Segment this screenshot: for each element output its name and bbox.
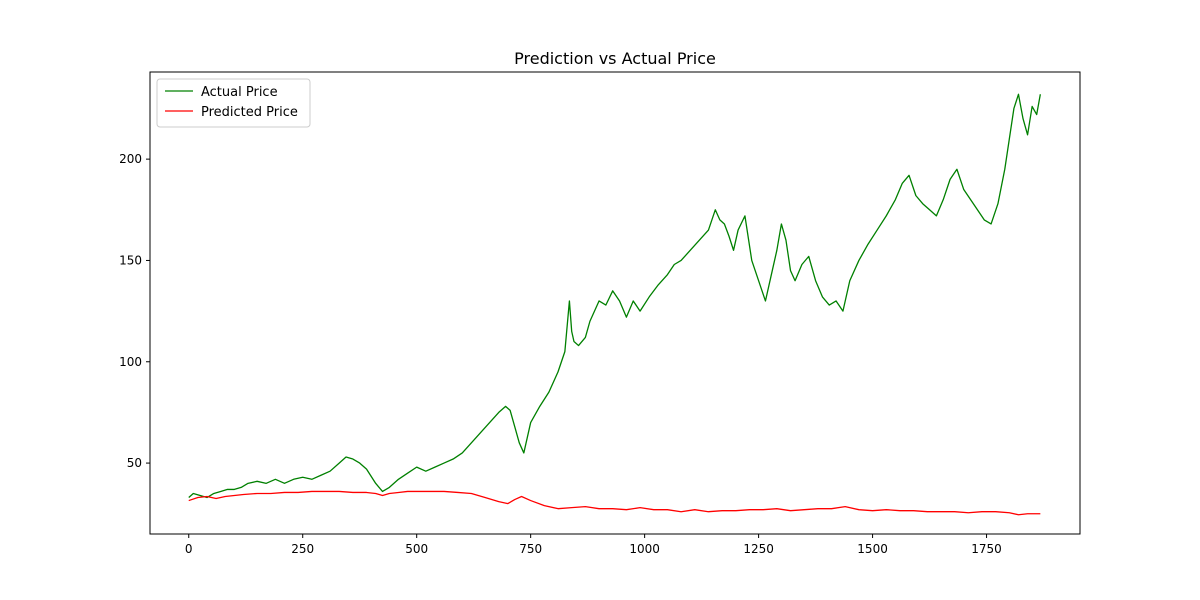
x-tick-label: 750 — [519, 542, 542, 556]
legend-label: Predicted Price — [201, 105, 298, 120]
legend: Actual Price Predicted Price — [156, 78, 311, 128]
series-line-actual — [188, 93, 1041, 499]
y-tick-label: 50 — [127, 456, 142, 470]
x-tick-label: 0 — [185, 542, 193, 556]
y-tick-label: 100 — [119, 355, 142, 369]
x-tick-label: 1750 — [971, 542, 1002, 556]
ticks-layer: 0 250 500 750 1000 1250 1500 1750 50 100 150 200 — [119, 152, 1002, 556]
x-tick-label: 250 — [291, 542, 314, 556]
legend-label: Actual Price — [201, 85, 278, 100]
x-tick-label: 500 — [405, 542, 428, 556]
series-line-predicted — [188, 490, 1041, 516]
x-tick-label: 1000 — [629, 542, 660, 556]
x-tick-label: 1250 — [743, 542, 774, 556]
legend-box — [156, 78, 311, 128]
series-layer — [188, 93, 1041, 516]
x-tick-label: 1500 — [857, 542, 888, 556]
y-tick-label: 150 — [119, 253, 142, 267]
chart-title: Prediction vs Actual Price — [514, 49, 716, 68]
y-tick-label: 200 — [119, 152, 142, 166]
plot-frame — [149, 71, 1081, 535]
